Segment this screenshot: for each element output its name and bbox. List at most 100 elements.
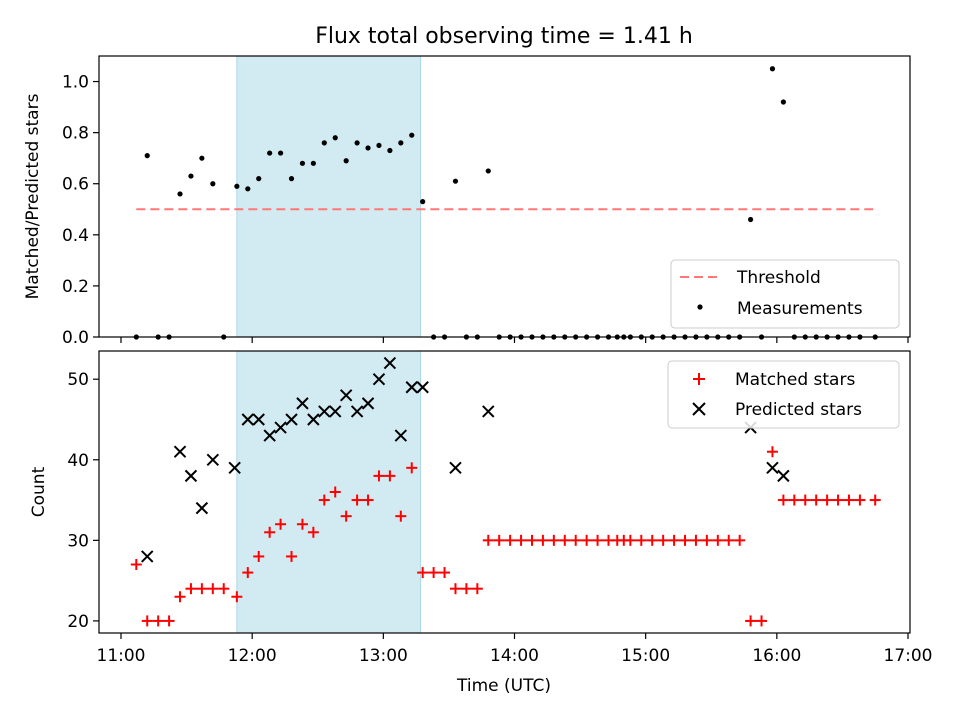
matched-star-point [329, 486, 341, 498]
matched-star-point [406, 462, 418, 474]
matched-star-point [275, 518, 287, 530]
matched-star-point [581, 534, 593, 546]
measurement-point [210, 181, 216, 187]
x-tick-label: 13:00 [359, 646, 408, 666]
y-tick-label-count: 30 [67, 531, 89, 551]
matched-star-point [869, 494, 881, 506]
matched-star-point [307, 526, 319, 538]
matched-star-point [756, 615, 768, 627]
matched-star-point [207, 583, 219, 595]
matched-star-point [351, 494, 363, 506]
matched-star-point [362, 494, 374, 506]
x-tick-label: 14:00 [490, 646, 539, 666]
predicted-star-point [307, 413, 320, 426]
measurement-point [780, 99, 786, 105]
matched-star-point [264, 526, 276, 538]
measurement-point [234, 183, 240, 189]
matched-star-point [559, 534, 571, 546]
matched-star-point [548, 534, 560, 546]
matched-star-point [515, 534, 527, 546]
legend-count-frame [667, 360, 900, 429]
y-tick-label-count: 20 [67, 612, 89, 632]
matched-star-point [253, 550, 265, 562]
measurement-point [452, 178, 459, 184]
matched-star-point [493, 534, 505, 546]
matched-star-point [777, 494, 789, 506]
y-tick-label-count: 50 [67, 370, 89, 390]
matched-star-point [799, 494, 811, 506]
y-tick-label-ratio: 0.8 [62, 124, 89, 144]
matched-star-point [843, 494, 855, 506]
measurement-point [188, 173, 194, 179]
y-axis-label-count: Count [29, 466, 49, 517]
matched-star-point [624, 534, 636, 546]
measurement-point [354, 140, 360, 146]
x-tick-label: 11:00 [97, 646, 146, 666]
matched-star-point [471, 583, 483, 595]
matched-star-point [745, 615, 757, 627]
matched-star-point [657, 534, 669, 546]
measurement-point [485, 168, 491, 174]
matched-star-point [810, 494, 822, 506]
matched-star-point [384, 470, 396, 482]
matched-star-point [417, 567, 429, 579]
y-tick-label-ratio: 1.0 [62, 73, 89, 93]
measurement-point [748, 216, 754, 223]
matched-star-point [723, 534, 735, 546]
matched-star-point [163, 615, 175, 627]
predicted-star-point [405, 381, 418, 394]
matched-star-point [570, 534, 582, 546]
measurement-point [277, 150, 284, 156]
matched-star-point [340, 510, 352, 522]
predicted-star-point [252, 413, 265, 426]
legend-predicted-swatch [692, 402, 706, 416]
observing-time-span [236, 55, 421, 338]
y-tick-label-ratio: 0.6 [62, 175, 89, 195]
predicted-star-point [372, 372, 386, 386]
measurement-point [177, 191, 183, 197]
matched-star-point [174, 591, 186, 603]
matched-star-point [592, 534, 604, 546]
predicted-star-point [361, 397, 375, 410]
legend-ratio-frame [670, 259, 900, 329]
measurement-point [256, 176, 262, 182]
matched-star-point [141, 615, 153, 627]
matched-star-point [152, 615, 164, 627]
legend-measurements-swatch [697, 304, 703, 310]
predicted-star-point [766, 461, 779, 475]
measurement-point [398, 140, 404, 146]
predicted-star-point [416, 381, 429, 394]
matched-star-point [185, 583, 197, 595]
measurement-point [769, 66, 776, 72]
y-tick-label-count: 40 [67, 451, 89, 471]
measurement-point [310, 160, 316, 166]
predicted-star-point [274, 421, 287, 434]
measurement-point [144, 153, 150, 159]
x-tick-label: 16:00 [752, 646, 801, 666]
predicted-star-point [339, 389, 353, 402]
matched-star-point [821, 494, 833, 506]
y-tick-label-ratio: 0.4 [62, 226, 89, 246]
matched-star-point [635, 534, 647, 546]
predicted-star-point [350, 405, 364, 418]
matched-star-point [832, 494, 844, 506]
measurement-point [199, 155, 205, 161]
matched-star-point [690, 534, 702, 546]
predicted-star-point [329, 405, 342, 418]
matched-star-point [668, 534, 680, 546]
measurement-point [321, 140, 327, 146]
measurement-point [267, 150, 273, 156]
observing-time-span-count [236, 350, 421, 634]
predicted-star-point [173, 445, 187, 458]
matched-star-point [373, 470, 385, 482]
matched-star-point [449, 583, 461, 595]
measurement-point [332, 135, 338, 141]
predicted-star-point [296, 397, 309, 410]
matched-star-point [526, 534, 538, 546]
matched-star-point [854, 494, 866, 506]
predicted-star-point [263, 429, 276, 442]
x-axis-label: Time (UTC) [456, 676, 551, 696]
panel-ratio: 0.0 0.2 0.4 0.6 0.8 1.0 Matched/Predicted sta… [23, 55, 911, 348]
panel-count: 20 30 40 50 11:00 12:00 13:00 14:00 15:00 16:00 1… [29, 350, 933, 696]
matched-star-point [646, 534, 658, 546]
